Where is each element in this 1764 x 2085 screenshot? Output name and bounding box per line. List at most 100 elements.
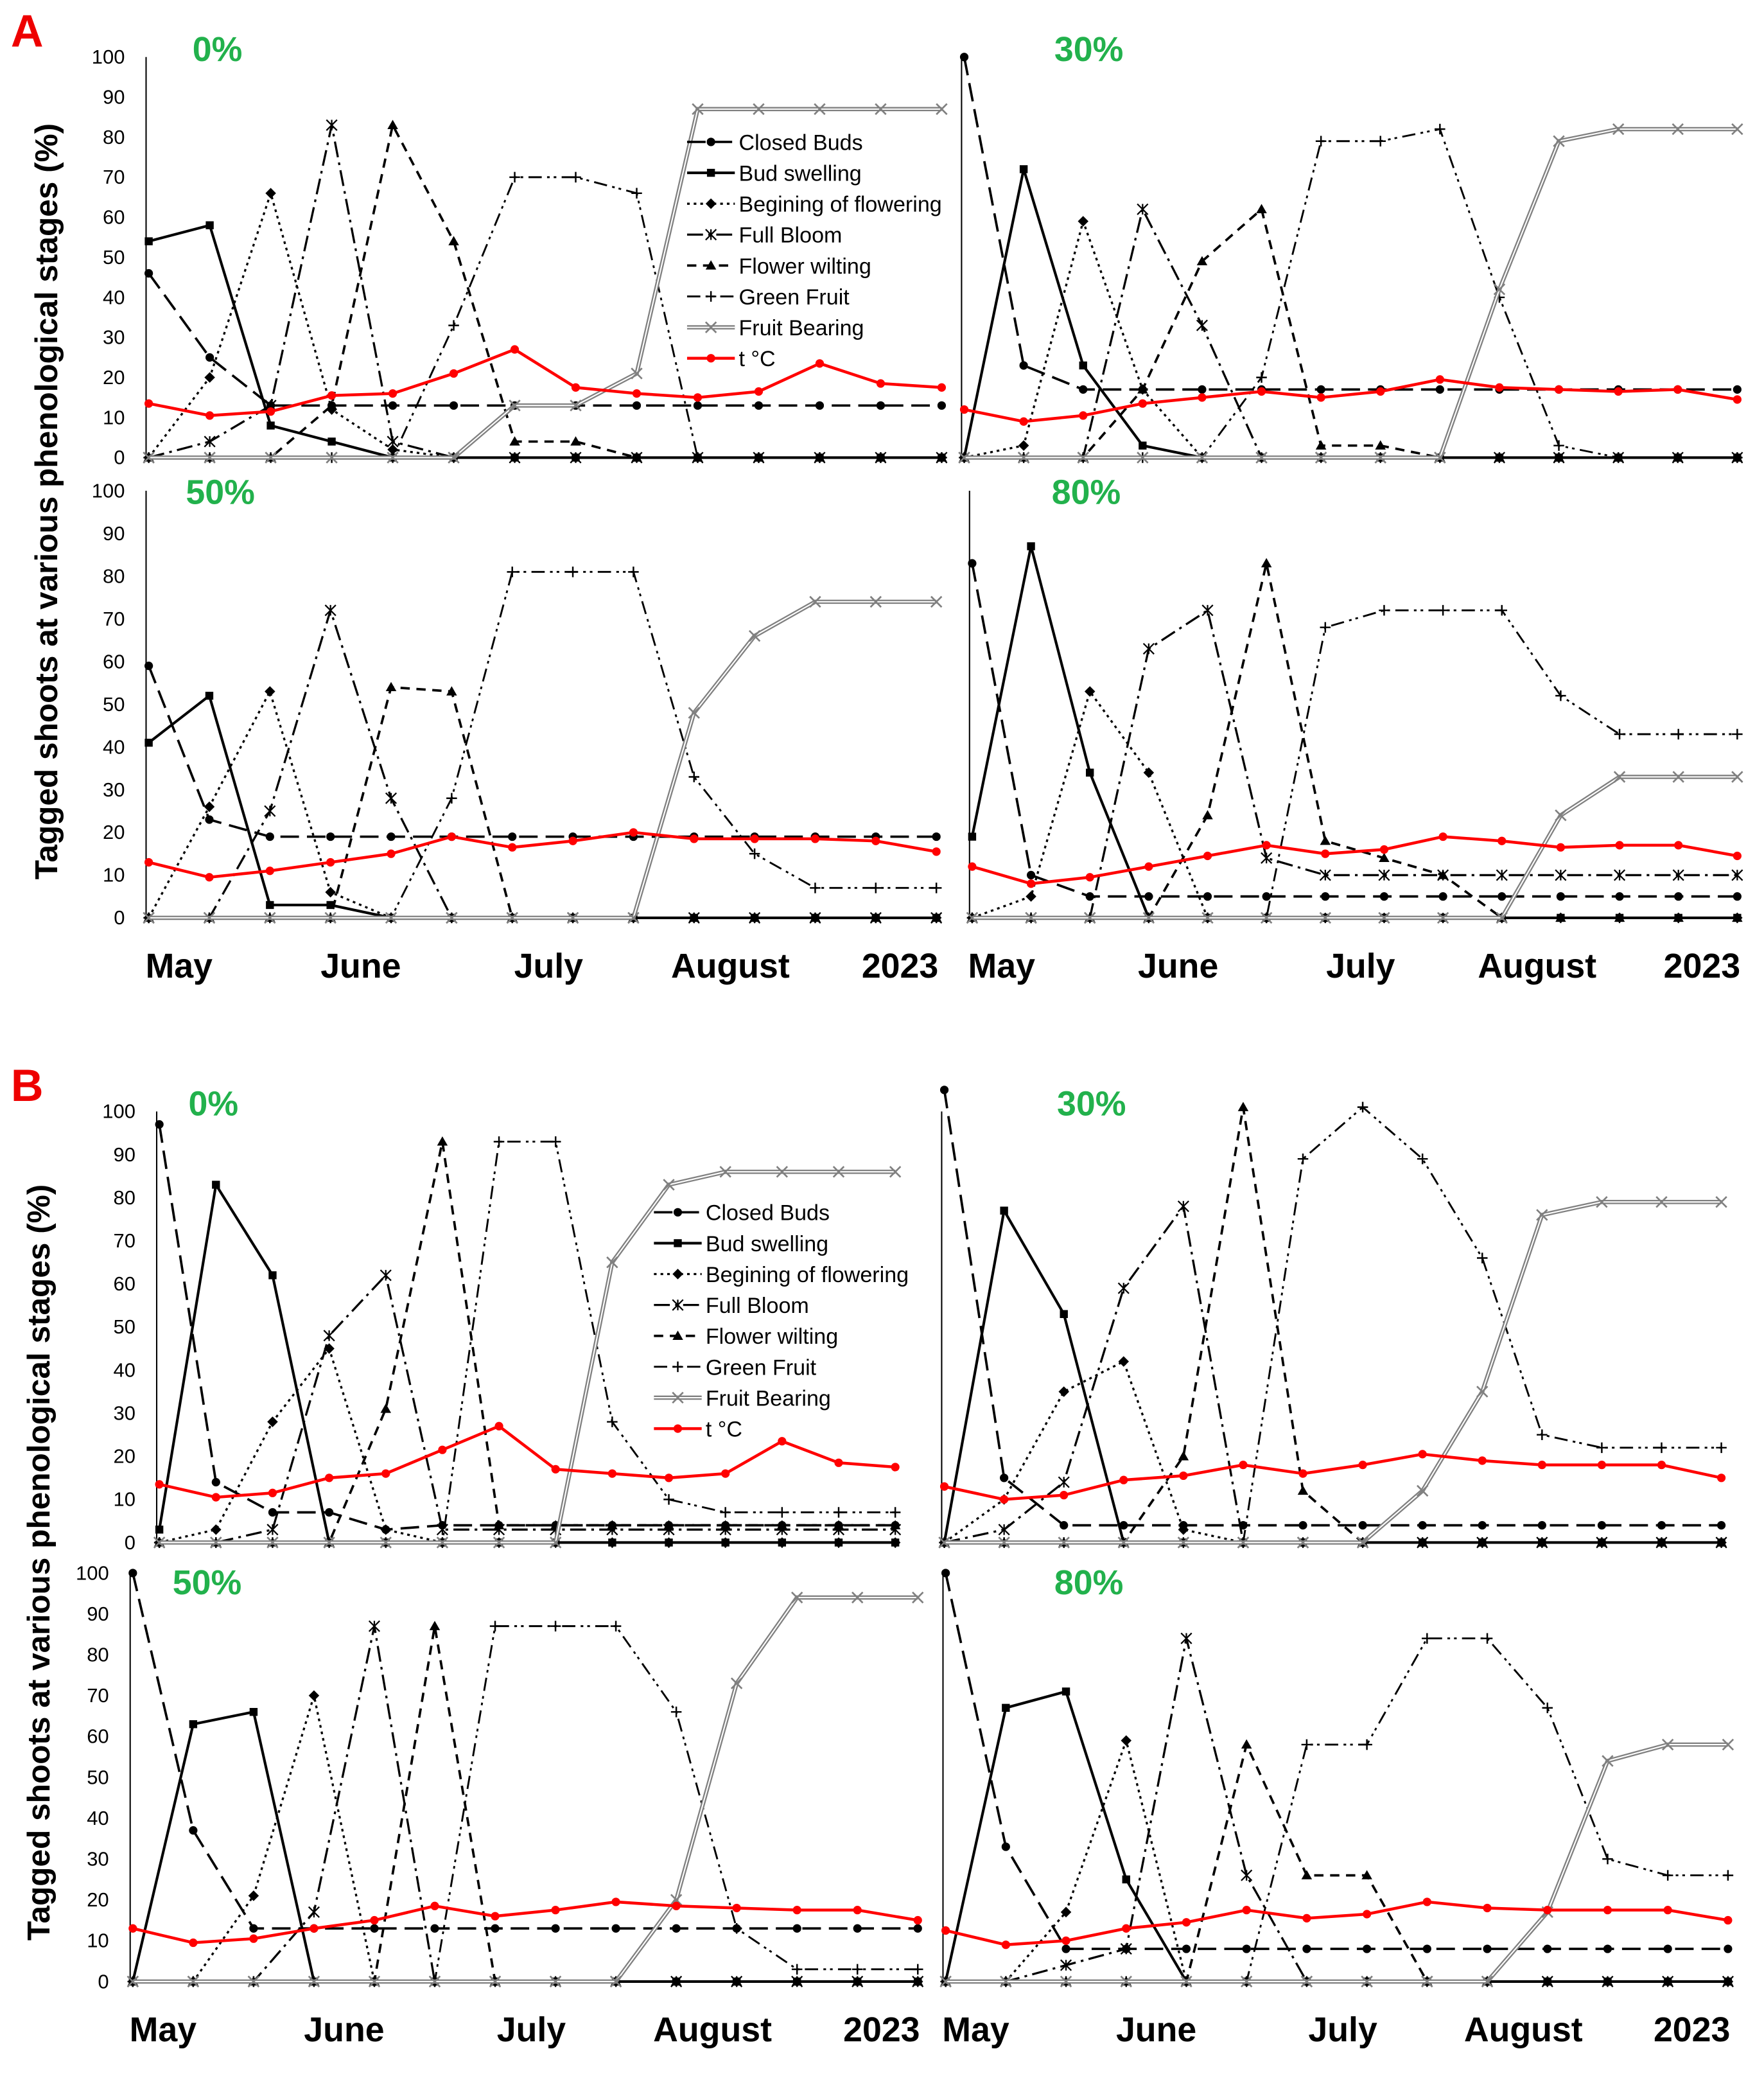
data-point xyxy=(1733,851,1742,861)
data-point xyxy=(876,379,886,388)
legend-marker xyxy=(672,1269,683,1280)
legend-marker xyxy=(705,229,717,241)
data-point xyxy=(1137,203,1149,215)
y-axis-title-b: Tagged shoots at various phenological st… xyxy=(21,1184,57,1940)
data-point xyxy=(1117,1536,1130,1549)
data-point xyxy=(749,848,760,859)
series-line-inner xyxy=(132,1597,918,1982)
data-point xyxy=(1297,1153,1309,1165)
data-point xyxy=(1319,869,1331,881)
data-point xyxy=(438,1445,447,1454)
data-point xyxy=(1078,216,1088,227)
data-point xyxy=(721,1469,730,1478)
y-tick-label: 90 xyxy=(103,522,125,545)
legend-marker xyxy=(706,354,715,363)
data-point xyxy=(832,1166,845,1178)
data-point xyxy=(506,911,518,924)
y-axis-title-a: Tagged shoots at various phenological st… xyxy=(28,123,64,879)
data-point xyxy=(1119,1521,1128,1530)
data-point xyxy=(1060,1959,1072,1971)
data-point xyxy=(1716,1474,1726,1482)
data-point xyxy=(968,832,977,841)
data-point xyxy=(1662,1976,1673,1986)
data-point xyxy=(1536,1209,1548,1221)
x-tick-label-may: May xyxy=(146,947,213,985)
series-temperature xyxy=(939,1450,1726,1504)
data-point xyxy=(664,1474,674,1482)
data-point xyxy=(324,1474,334,1482)
data-point xyxy=(1553,135,1565,147)
series-fruit-bearing xyxy=(938,1196,1727,1549)
x-tick-label-july: July xyxy=(514,947,584,985)
data-point xyxy=(1260,911,1273,924)
data-point xyxy=(1602,1853,1613,1865)
data-point xyxy=(1000,1206,1008,1215)
data-point xyxy=(1733,385,1742,394)
data-point xyxy=(1733,892,1742,901)
legend-label-full-bloom: Full Bloom xyxy=(738,224,842,248)
data-point xyxy=(876,401,886,410)
data-point xyxy=(1121,1735,1132,1746)
data-point xyxy=(127,1975,139,1988)
series-line xyxy=(148,689,937,919)
data-point xyxy=(627,911,640,924)
data-point xyxy=(1657,1461,1666,1470)
data-point xyxy=(998,1536,1010,1549)
x-tick-label-june: June xyxy=(320,947,401,985)
data-point xyxy=(688,771,700,782)
data-point xyxy=(1142,911,1155,924)
data-point xyxy=(1731,869,1743,881)
series-line xyxy=(148,606,937,919)
data-point xyxy=(607,1520,618,1529)
x-tick-label-2023: 2023 xyxy=(1664,947,1740,985)
data-point xyxy=(611,1924,620,1933)
y-tick-label: 40 xyxy=(114,1359,135,1381)
data-point xyxy=(810,883,821,893)
y-tick-label: 80 xyxy=(103,565,125,587)
data-point xyxy=(1498,892,1506,901)
data-point xyxy=(428,1975,441,1988)
series-line xyxy=(964,127,1738,460)
data-point xyxy=(430,1924,439,1933)
y-tick-label: 0 xyxy=(125,1531,135,1554)
data-point xyxy=(1612,452,1624,463)
series-line xyxy=(944,1199,1722,1545)
data-point xyxy=(631,452,642,462)
data-point xyxy=(1137,384,1148,394)
y-tick-label: 50 xyxy=(114,1315,135,1338)
data-point xyxy=(631,367,643,380)
y-tick-label: 80 xyxy=(87,1643,109,1666)
panel-label: 30% xyxy=(1054,30,1123,69)
data-point xyxy=(958,452,970,464)
data-point xyxy=(1715,1196,1727,1208)
data-point xyxy=(1483,1903,1492,1913)
data-point xyxy=(1375,136,1386,147)
data-point xyxy=(1613,869,1626,881)
data-point xyxy=(1001,1842,1010,1851)
data-point xyxy=(1379,845,1389,854)
data-point xyxy=(448,452,460,464)
data-point xyxy=(810,912,821,922)
series-green-fruit xyxy=(939,1102,1727,1548)
data-point xyxy=(510,345,520,354)
data-point xyxy=(1378,869,1390,881)
data-point xyxy=(1543,1944,1552,1953)
series-line xyxy=(944,1452,1722,1501)
data-point xyxy=(265,832,274,841)
data-point xyxy=(930,595,943,608)
y-tick-label: 30 xyxy=(103,326,125,349)
data-point xyxy=(1242,1906,1251,1915)
data-point xyxy=(1602,1755,1614,1767)
series-line xyxy=(972,689,1738,919)
series-flower-wilting xyxy=(127,1621,923,1986)
data-point xyxy=(1302,1913,1311,1922)
series-closed-buds xyxy=(939,1086,1726,1530)
y-tick-label: 100 xyxy=(92,46,125,68)
data-point xyxy=(851,1964,863,1975)
data-point xyxy=(1000,1474,1009,1482)
panel-label: 80% xyxy=(1054,1563,1123,1602)
series-line xyxy=(148,693,937,919)
x-tick-label-july: July xyxy=(1308,2010,1377,2049)
data-point xyxy=(732,1903,741,1913)
data-point xyxy=(1182,1944,1191,1953)
